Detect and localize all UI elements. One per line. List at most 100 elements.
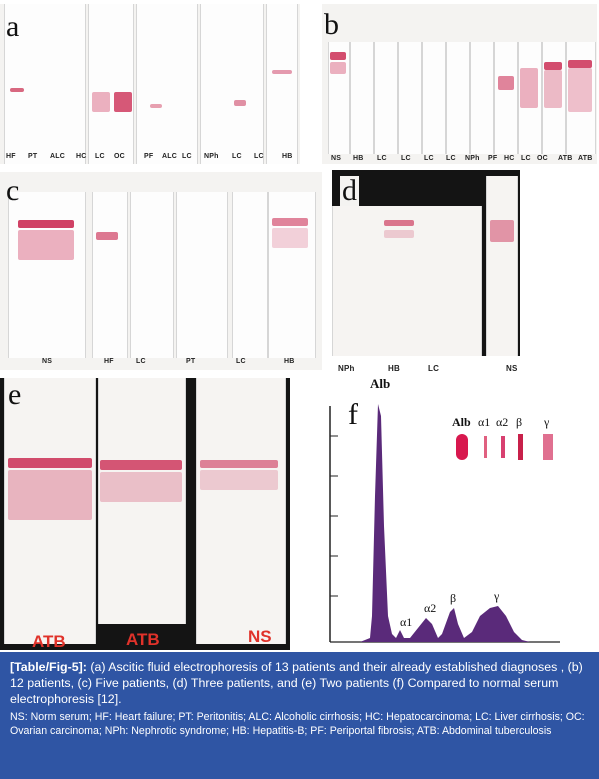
gel-strip <box>136 4 198 164</box>
gel-strip <box>176 192 228 358</box>
legend-band-beta <box>518 434 523 460</box>
legend-label: β <box>516 415 522 429</box>
lane-label: LC <box>95 153 105 160</box>
gel-band <box>568 60 592 68</box>
lane-label: LC <box>182 153 192 160</box>
panel-letter: b <box>324 8 339 41</box>
gel-band <box>8 470 92 520</box>
gel-band <box>384 220 414 226</box>
panel-b: b <box>322 4 597 164</box>
gel-strip <box>268 192 316 358</box>
gel-band <box>100 460 182 470</box>
gel-band <box>96 232 118 240</box>
gel-band <box>568 68 592 112</box>
gel-band <box>234 100 246 106</box>
gel-band <box>520 68 538 108</box>
peak-label-a2: α2 <box>424 601 436 615</box>
lane-label: HB <box>284 358 295 365</box>
legend-band-gamma <box>543 434 553 460</box>
lane-label: PT <box>28 153 38 160</box>
legend-label: α2 <box>496 415 508 429</box>
gel-strip <box>4 4 86 164</box>
gel-band <box>330 62 346 74</box>
gel-strip <box>542 42 566 154</box>
lane-label: HC <box>504 155 515 162</box>
gel-strip <box>130 192 174 358</box>
panel-letter: d <box>340 174 359 207</box>
lane-label: LC <box>428 364 440 373</box>
gel-band <box>100 472 182 502</box>
gel-band <box>114 92 132 112</box>
lane-label: HC <box>76 153 87 160</box>
lane-label: LC <box>521 155 531 162</box>
lane-label: ATB <box>32 632 66 651</box>
gel-strip <box>200 4 264 164</box>
lane-label: PF <box>144 153 154 160</box>
lane-label: LC <box>236 358 246 365</box>
lane-label: HB <box>353 155 364 162</box>
lane-label: OC <box>114 153 125 160</box>
panel-f-background <box>300 376 599 652</box>
gel-band <box>200 470 278 490</box>
gel-band <box>498 76 514 90</box>
gel-band <box>18 220 74 228</box>
gel-band <box>150 104 162 108</box>
lane-label: ATB <box>578 155 593 162</box>
panel-letter: a <box>6 10 20 43</box>
gel-band <box>490 220 514 242</box>
gel-band <box>272 70 292 74</box>
lane-label: ALC <box>50 153 65 160</box>
lane-label: LC <box>232 153 242 160</box>
gel-band <box>272 228 308 248</box>
lane-label: ALC <box>162 153 177 160</box>
lane-label: HF <box>6 153 16 160</box>
gel-band <box>18 230 74 260</box>
gel-strip <box>494 42 518 154</box>
lane-label: LC <box>377 155 387 162</box>
panel-letter: c <box>6 174 20 207</box>
gel-strip <box>232 192 268 358</box>
lane-label: HB <box>282 153 293 160</box>
gel-strip <box>4 378 96 644</box>
gel-strip <box>332 206 482 356</box>
panel-c: c <box>0 172 322 370</box>
lane-label: NS <box>331 155 342 162</box>
lane-label: LC <box>446 155 456 162</box>
caption-main: [Table/Fig-5]: (a) Ascitic fluid electro… <box>10 659 589 707</box>
gel-band <box>544 70 562 108</box>
panel-letter: f <box>348 398 358 431</box>
lane-label: LC <box>424 155 434 162</box>
lane-label: HF <box>104 358 114 365</box>
lane-label: ATB <box>558 155 573 162</box>
gel-strip <box>446 42 470 154</box>
panel-d: d <box>332 170 520 356</box>
gel-strip <box>196 378 286 644</box>
gel-band <box>200 460 278 468</box>
peak-label-beta: β <box>450 591 456 605</box>
lane-label: NS <box>248 627 272 646</box>
gel-strip <box>470 42 494 154</box>
figure-caption: [Table/Fig-5]: (a) Ascitic fluid electro… <box>0 652 599 779</box>
legend-band-a2 <box>501 436 505 458</box>
gel-strip <box>518 42 542 154</box>
legend-label: γ <box>543 415 550 429</box>
gel-strip <box>374 42 398 154</box>
gel-strip <box>8 192 86 358</box>
peak-label-a1: α1 <box>400 615 412 629</box>
lane-label: NS <box>42 358 53 365</box>
lane-label: LC <box>136 358 146 365</box>
lane-label: NPh <box>465 155 480 162</box>
panel-letter: e <box>8 378 22 411</box>
gel-band <box>272 218 308 226</box>
gel-strip <box>486 176 518 356</box>
lane-label: NS <box>506 364 518 373</box>
lane-label: HB <box>388 364 400 373</box>
caption-tag: [Table/Fig-5]: <box>10 660 87 674</box>
panel-f: Alb α1 α2 β γ f Alb α1 α2 β γ <box>300 376 599 652</box>
legend-band-a1 <box>484 436 487 458</box>
legend-label: α1 <box>478 415 490 429</box>
legend-band-alb <box>456 434 468 460</box>
lane-label: NPh <box>338 364 355 373</box>
lane-label: PT <box>186 358 196 365</box>
gel-strip <box>88 4 134 164</box>
